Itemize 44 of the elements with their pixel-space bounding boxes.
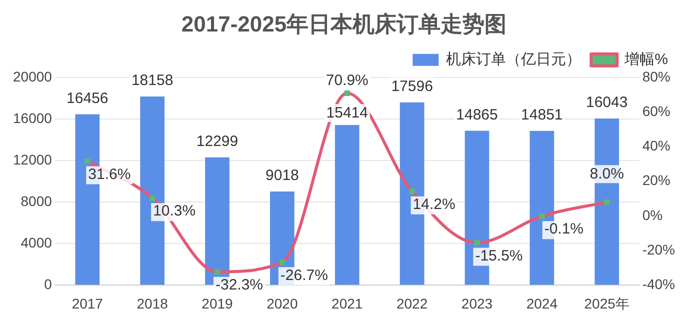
data-label: 16043	[586, 94, 628, 112]
data-label: -15.5%	[475, 247, 523, 264]
data-label: 9018	[266, 167, 299, 184]
data-label: -0.1%	[544, 220, 584, 238]
data-label: 10.3%	[153, 202, 196, 220]
x-tick-label: 2025年	[584, 295, 630, 312]
y2-tick-label: -20%	[642, 241, 676, 258]
x-tick-label: 2024	[526, 295, 558, 312]
data-label: 14.2%	[412, 196, 456, 213]
y-tick-label: 4000	[20, 234, 52, 250]
y-tick-label: 12000	[12, 151, 52, 168]
x-tick-label: 2021	[332, 295, 363, 312]
y2-tick-label: 80%	[642, 68, 670, 84]
x-tick-label: 2017	[72, 295, 104, 312]
y2-tick-label: 40%	[642, 138, 670, 154]
data-label: 31.6%	[88, 166, 131, 183]
x-tick-label: 2020	[266, 295, 298, 312]
y-tick-label: 20000	[12, 68, 52, 84]
data-label: 16456	[66, 90, 108, 107]
data-label: -32.3%	[215, 276, 264, 294]
legend-label: 机床订单（亿日元）	[446, 51, 582, 68]
x-tick-label: 2018	[136, 295, 168, 312]
data-label: 15414	[326, 104, 368, 122]
chart-title: 2017-2025年日本机床订单走势图	[181, 11, 507, 36]
data-label: -26.7%	[280, 266, 328, 284]
x-tick-label: 2022	[396, 295, 428, 312]
data-label: 8.0%	[590, 166, 624, 183]
data-label: 17596	[391, 78, 433, 96]
y2-tick-label: 0%	[642, 206, 663, 223]
data-label: 14851	[521, 106, 563, 124]
bar	[334, 125, 360, 285]
y2-tick-label: 60%	[642, 102, 670, 119]
data-label: 14865	[456, 106, 498, 124]
x-tick-label: 2023	[461, 295, 493, 312]
y2-tick-label: -40%	[642, 276, 676, 292]
y2-tick-label: 20%	[642, 172, 670, 188]
x-tick-label: 2019	[202, 295, 234, 312]
y-tick-label: 16000	[12, 110, 52, 126]
data-label: 70.9%	[326, 72, 368, 89]
y-tick-label: 8000	[20, 192, 52, 209]
data-label: 12299	[196, 133, 238, 150]
legend-label: 增幅%	[624, 51, 668, 68]
y-tick-label: 0	[44, 276, 52, 292]
data-label: 18158	[131, 72, 174, 90]
